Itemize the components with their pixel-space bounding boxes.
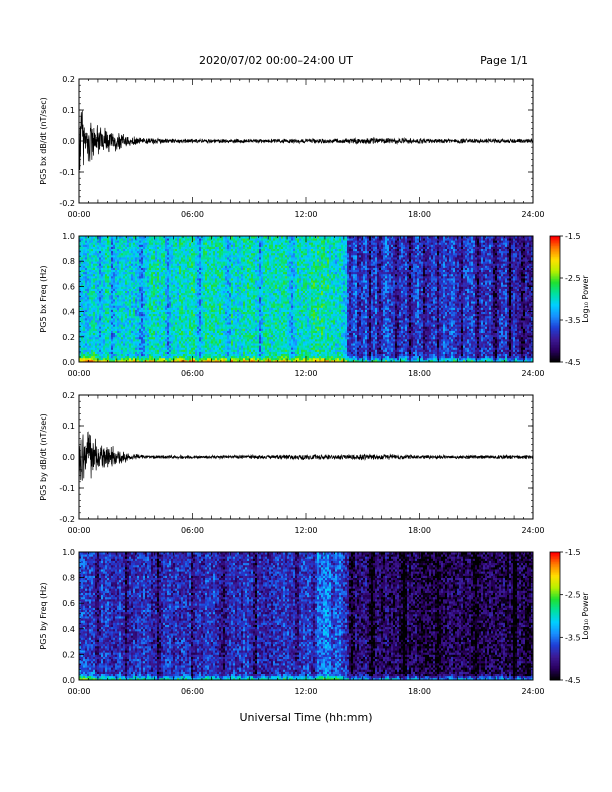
x-tick-label: 06:00 [181, 210, 204, 219]
heatmap-cells [79, 236, 533, 362]
y-tick-label: -0.1 [59, 168, 75, 177]
panel-1: 00:00 06:00 12:00 18:00 24:00 0.2 0.1 0.0 -0.1 -0… [39, 75, 545, 219]
header-title: 2020/07/02 00:00–24:00 UT [199, 54, 353, 67]
y-tick-label: 0.0 [62, 137, 75, 146]
x-tick-label: 18:00 [408, 210, 431, 219]
x-tick-label: 12:00 [294, 210, 317, 219]
y-tick-label: -0.2 [59, 199, 75, 208]
x-ticks: 00:00 06:00 12:00 18:00 24:00 [67, 79, 544, 219]
y-tick-label: 0.1 [62, 106, 75, 115]
y-axis-label: PG5 bx dB/dt (nT/sec) [39, 97, 48, 184]
x-tick-label: 24:00 [521, 210, 544, 219]
x-tick-label: 00:00 [67, 210, 90, 219]
header-page: Page 1/1 [480, 54, 528, 67]
series-line [79, 111, 533, 170]
y-tick-label: 0.2 [62, 75, 75, 84]
panels: 00:00 06:00 12:00 18:00 24:00 0.2 0.1 0.0 -0.1 -0… [39, 75, 590, 696]
